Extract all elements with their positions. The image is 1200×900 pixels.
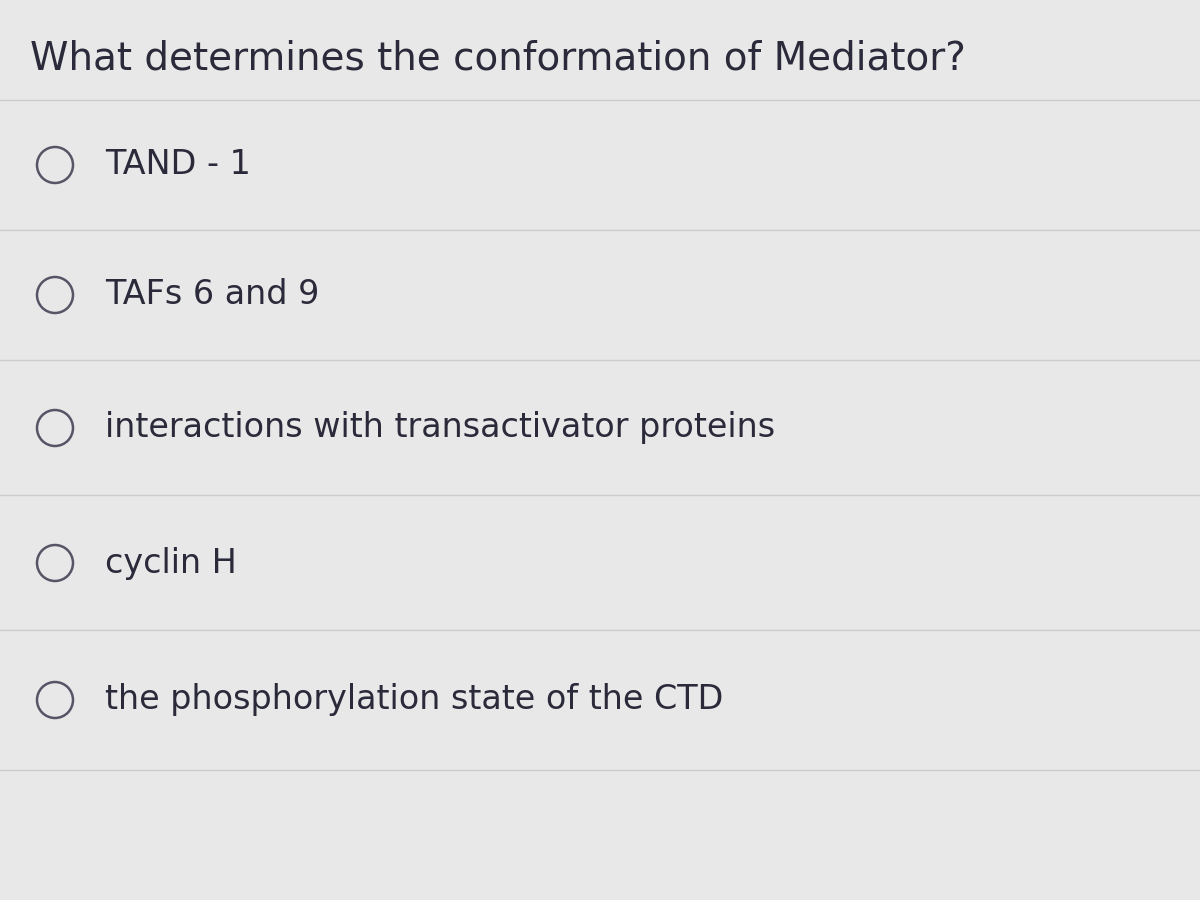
Text: TAND - 1: TAND - 1 — [106, 148, 251, 182]
Text: interactions with transactivator proteins: interactions with transactivator protein… — [106, 411, 775, 445]
Text: cyclin H: cyclin H — [106, 546, 236, 580]
Text: TAFs 6 and 9: TAFs 6 and 9 — [106, 278, 319, 311]
Text: What determines the conformation of Mediator?: What determines the conformation of Medi… — [30, 40, 966, 78]
Text: the phosphorylation state of the CTD: the phosphorylation state of the CTD — [106, 683, 724, 716]
